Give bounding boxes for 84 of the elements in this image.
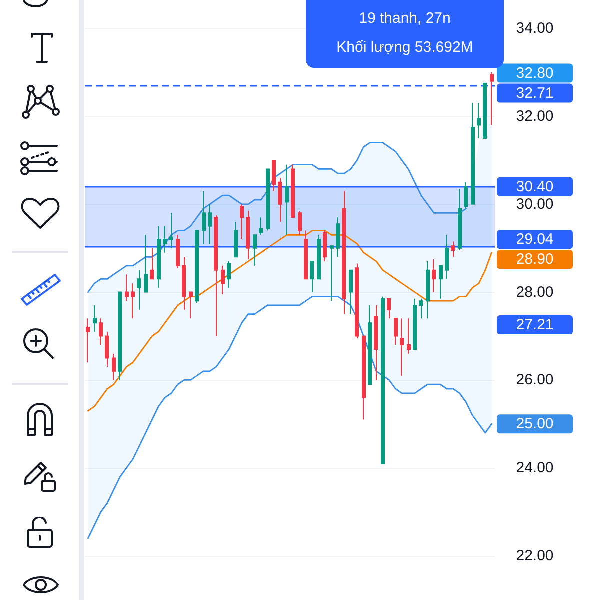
- candlestick: [99, 318, 103, 346]
- candlestick: [304, 230, 308, 280]
- candlestick: [253, 234, 257, 266]
- candlestick: [387, 298, 391, 320]
- candlestick: [208, 204, 212, 244]
- candlestick: [291, 164, 295, 218]
- data-label: 25.00: [516, 416, 554, 433]
- y-tick-label: 24.00: [516, 460, 554, 477]
- candlestick: [150, 248, 154, 280]
- candlestick: [163, 226, 167, 254]
- candlestick: [157, 226, 161, 288]
- candlestick: [125, 274, 129, 302]
- y-tick-label: 22.00: [516, 548, 554, 565]
- candlestick: [419, 298, 423, 320]
- candlestick: [368, 304, 372, 386]
- data-label: 28.90: [516, 251, 554, 268]
- candlestick: [413, 298, 417, 350]
- candlestick: [381, 296, 385, 464]
- candlestick: [112, 353, 116, 381]
- candlestick: [227, 261, 231, 288]
- candlestick: [342, 190, 346, 315]
- candlestick: [451, 241, 455, 258]
- candlestick: [483, 83, 487, 139]
- candlestick: [349, 270, 353, 315]
- candlestick: [266, 168, 270, 232]
- ref-line-label: 30.40: [516, 178, 554, 196]
- candlestick: [240, 204, 244, 240]
- candlestick: [278, 178, 282, 222]
- candlestick: [317, 234, 321, 280]
- annotation: Khối lượng 53.692M: [336, 39, 474, 57]
- info-box: 19 thanh, 27n Khối lượng 53.692M: [306, 0, 504, 68]
- y-tick-label: 34.00: [516, 20, 554, 38]
- y-tick-label: 26.00: [516, 372, 554, 389]
- candlestick: [355, 263, 359, 339]
- candlestick: [490, 72, 494, 126]
- candlestick: [407, 318, 411, 354]
- text: 27.21: [516, 316, 554, 334]
- candlestick: [144, 234, 148, 293]
- candlestick: [189, 292, 193, 320]
- candlestick: [182, 256, 186, 310]
- candlestick: [439, 265, 443, 300]
- candlestick: [464, 182, 468, 210]
- y-tick-label: 28.00: [516, 284, 554, 301]
- candlestick: [330, 246, 334, 302]
- candlestick: [477, 102, 481, 139]
- candlestick: [86, 318, 90, 364]
- candlestick: [169, 212, 173, 249]
- ref-line-label: 32.71: [516, 84, 554, 102]
- candlestick: [259, 217, 263, 236]
- candlestick: [131, 283, 135, 320]
- annotation: 19 thanh, 27n: [358, 10, 452, 28]
- line-series: [88, 296, 492, 540]
- candlestick: [221, 265, 225, 296]
- candlestick: [374, 304, 378, 381]
- candlestick: [323, 230, 327, 262]
- candlestick: [118, 292, 122, 381]
- candlestick: [285, 164, 289, 236]
- line-series: [88, 230, 492, 412]
- candlestick: [176, 234, 180, 269]
- candlestick: [195, 230, 199, 304]
- candlestick: [400, 318, 404, 376]
- candlestick: [432, 258, 436, 293]
- candlestick: [137, 270, 141, 310]
- candlestick: [246, 210, 250, 260]
- candlestick: [93, 304, 97, 332]
- candlestick: [426, 261, 430, 320]
- candlestick: [362, 336, 366, 420]
- candlestick: [234, 221, 238, 258]
- candlestick: [272, 160, 276, 192]
- candlestick: [298, 210, 302, 236]
- ref-line-label: 29.04: [516, 231, 554, 248]
- candlestick: [336, 217, 340, 258]
- y-tick-label: 32.00: [516, 108, 554, 125]
- y-tick-label: 30.00: [516, 196, 554, 213]
- candlestick: [471, 102, 475, 205]
- candlestick: [105, 331, 109, 368]
- candlestick: [214, 214, 218, 337]
- candlestick: [310, 261, 314, 293]
- line-series: [88, 142, 467, 294]
- candlestick: [202, 190, 206, 244]
- candlestick: [394, 318, 398, 346]
- text: 32.80: [516, 64, 554, 82]
- candlestick: [445, 234, 449, 280]
- candlestick: [458, 188, 462, 252]
